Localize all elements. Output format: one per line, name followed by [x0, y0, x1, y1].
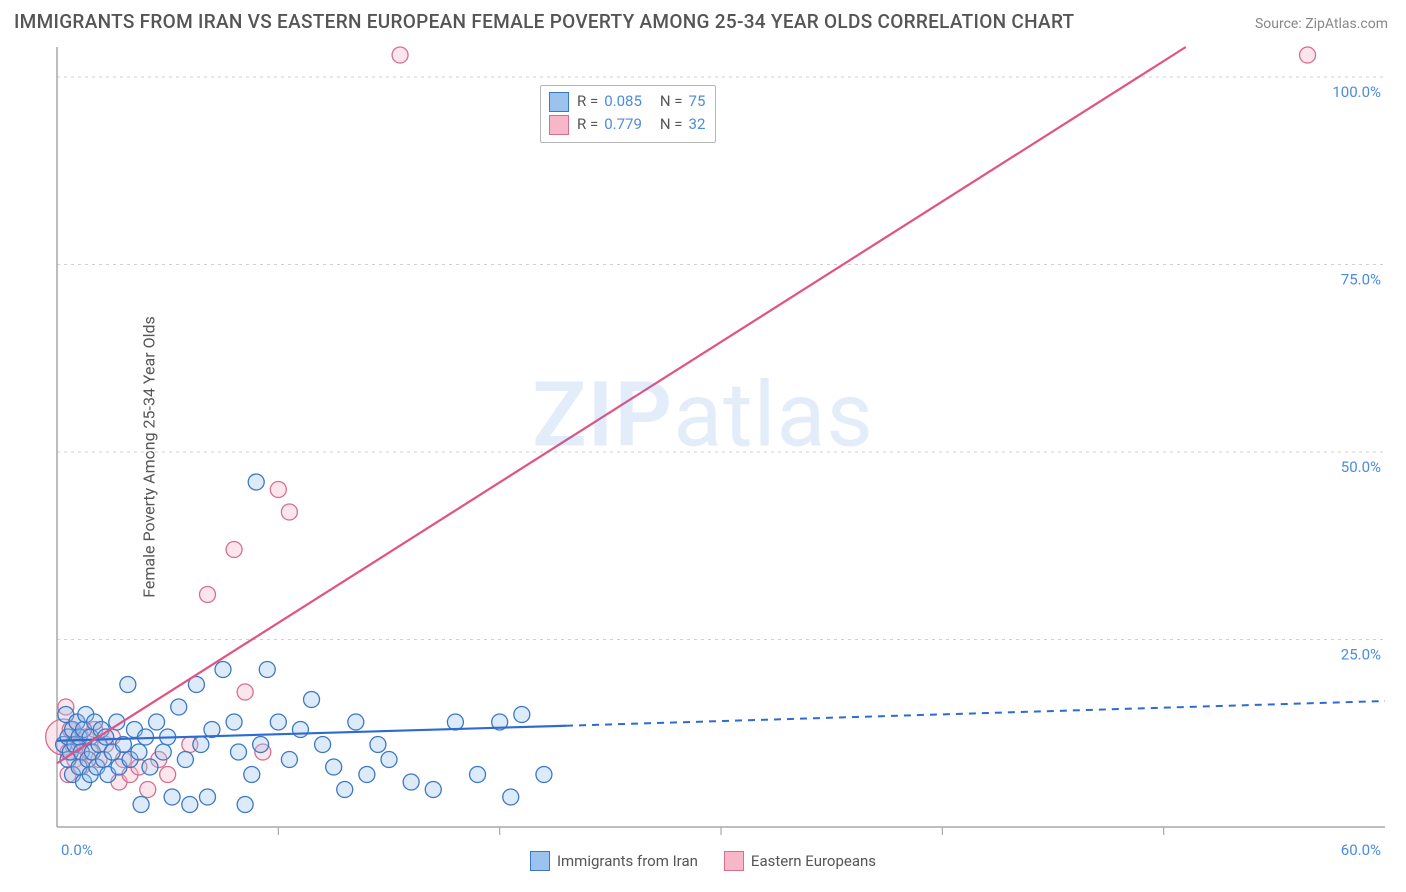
series-legend: Immigrants from Iran Eastern Europeans	[0, 851, 1406, 871]
scatter-chart: 25.0%50.0%75.0%100.0%0.0%60.0%	[45, 37, 1395, 877]
swatch-icon	[530, 851, 550, 871]
plot-area: Female Poverty Among 25-34 Year Olds 25.…	[0, 37, 1406, 877]
header: IMMIGRANTS FROM IRAN VS EASTERN EUROPEAN…	[0, 0, 1406, 37]
svg-text:25.0%: 25.0%	[1341, 646, 1381, 664]
swatch-icon	[549, 92, 569, 112]
legend-item-2: Eastern Europeans	[724, 851, 876, 871]
svg-text:100.0%: 100.0%	[1332, 83, 1381, 101]
legend-item-1: Immigrants from Iran	[530, 851, 698, 871]
source-label: Source: ZipAtlas.com	[1255, 16, 1388, 32]
swatch-icon	[549, 115, 569, 135]
chart-title: IMMIGRANTS FROM IRAN VS EASTERN EUROPEAN…	[14, 10, 1074, 33]
swatch-icon	[724, 851, 744, 871]
svg-text:75.0%: 75.0%	[1341, 271, 1381, 289]
legend-row-1: R = 0.085 N = 75	[549, 90, 705, 113]
svg-text:50.0%: 50.0%	[1341, 458, 1381, 476]
correlation-legend: R = 0.085 N = 75 R = 0.779 N = 32	[540, 85, 716, 143]
legend-row-2: R = 0.779 N = 32	[549, 113, 705, 136]
